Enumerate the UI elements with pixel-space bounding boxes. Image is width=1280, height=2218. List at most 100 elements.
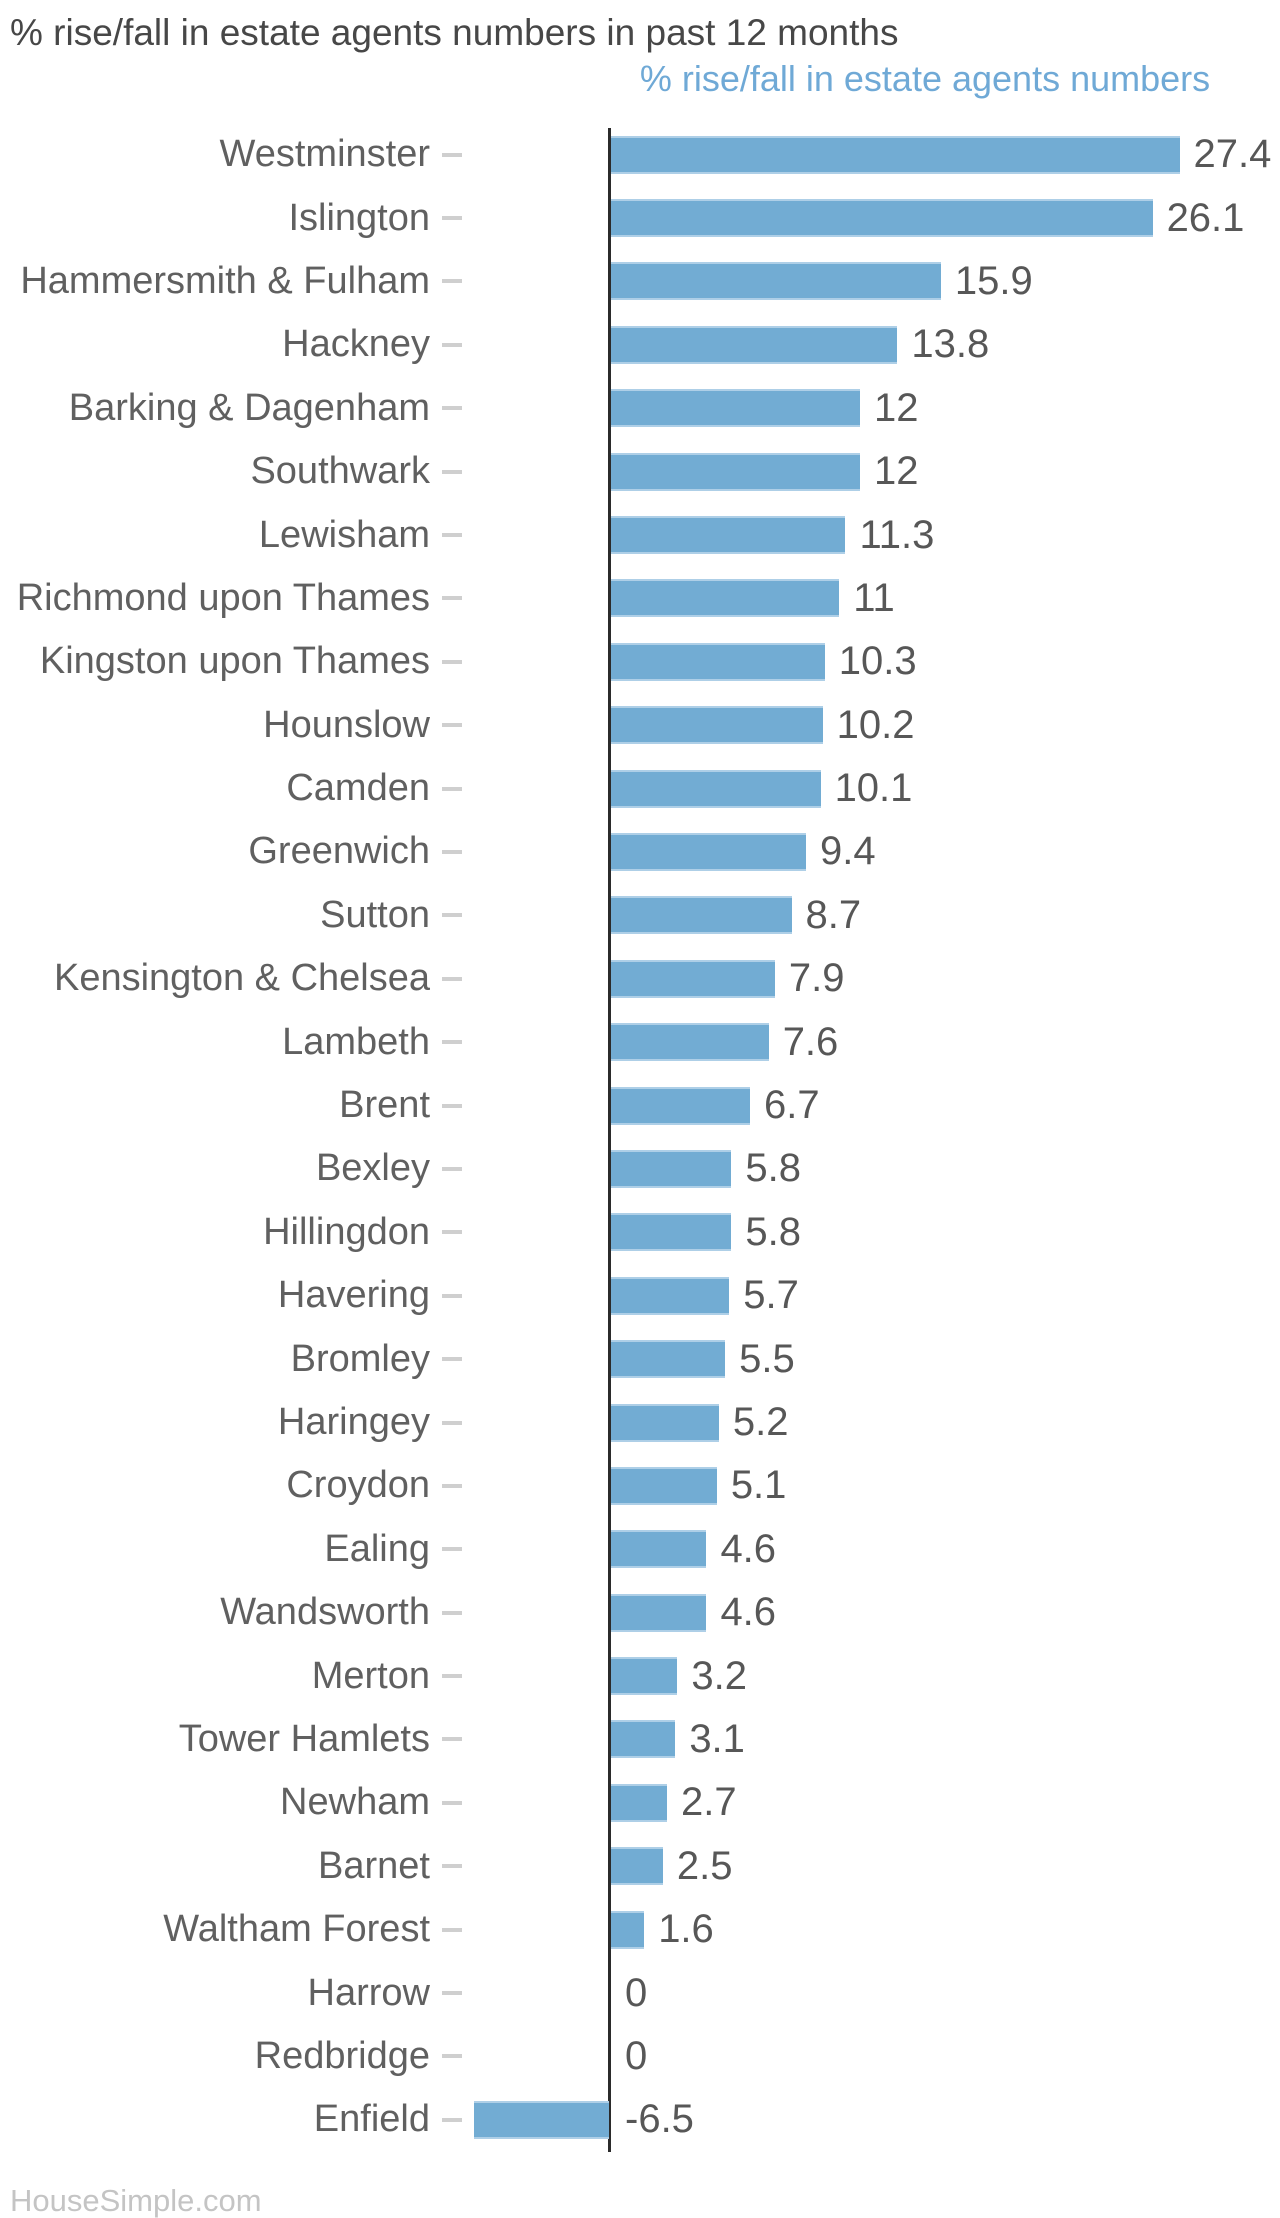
value-bar <box>611 706 823 745</box>
bar-row: Hounslow 10.2 <box>0 694 1280 757</box>
y-axis-zero-line <box>608 128 611 2152</box>
value-bar <box>611 896 792 935</box>
value-bar <box>611 325 898 364</box>
bar-row: Sutton 8.7 <box>0 884 1280 947</box>
category-label: Hammersmith & Fulham <box>20 259 430 302</box>
bar-row: Harrow 0 <box>0 1961 1280 2024</box>
bar-row: Barnet 2.5 <box>0 1835 1280 1898</box>
category-label: Tower Hamlets <box>178 1717 430 1760</box>
value-label: 5.5 <box>739 1336 795 1381</box>
bar-row: Enfield -6.5 <box>0 2088 1280 2151</box>
value-label: 6.7 <box>764 1083 820 1128</box>
category-label: Westminster <box>219 133 430 176</box>
category-tick <box>442 1420 462 1425</box>
category-label: Enfield <box>313 2098 430 2141</box>
brand-watermark: HouseSimple.com <box>10 2183 262 2218</box>
value-label: 10.1 <box>834 766 913 811</box>
value-bar <box>611 516 846 555</box>
bar-row: Bexley 5.8 <box>0 1137 1280 1200</box>
value-label: 7.9 <box>788 956 845 1001</box>
value-label: 3.1 <box>689 1716 745 1761</box>
category-tick <box>442 1547 462 1552</box>
bar-row: Bromley 5.5 <box>0 1327 1280 1390</box>
value-label: 27.4 <box>1193 132 1272 177</box>
value-label: 5.2 <box>732 1400 789 1444</box>
value-bar <box>611 1720 676 1759</box>
bar-row: Camden 10.1 <box>0 757 1280 820</box>
value-bar <box>611 1403 719 1442</box>
value-bar <box>611 1530 707 1569</box>
value-label: 5.7 <box>743 1273 799 1318</box>
category-label: Camden <box>286 767 430 810</box>
value-label: 0 <box>625 1970 648 2015</box>
category-tick <box>442 342 462 347</box>
category-label: Bromley <box>290 1337 430 1380</box>
category-tick <box>442 659 462 664</box>
bar-row: Lambeth 7.6 <box>0 1010 1280 1073</box>
value-bar <box>611 1276 730 1315</box>
bar-row: Croydon 5.1 <box>0 1454 1280 1517</box>
bar-row: Southwark 12 <box>0 440 1280 503</box>
category-tick <box>442 596 462 601</box>
bar-row: Islington 26.1 <box>0 186 1280 249</box>
bar-row: Wandsworth 4.6 <box>0 1581 1280 1644</box>
category-label: Sutton <box>320 893 430 936</box>
category-label: Newham <box>280 1781 430 1824</box>
value-bar <box>611 1213 732 1252</box>
value-label: 3.2 <box>691 1653 747 1698</box>
value-bar <box>611 262 941 301</box>
value-bar <box>611 1149 732 1188</box>
value-label: -6.5 <box>625 2097 694 2142</box>
category-label: Greenwich <box>248 830 430 873</box>
category-label: Redbridge <box>254 2034 430 2077</box>
category-tick <box>442 1737 462 1742</box>
value-bar <box>611 832 807 871</box>
value-label: 5.1 <box>730 1463 787 1508</box>
value-label: 1.6 <box>658 1907 714 1952</box>
bar-row: Hackney 13.8 <box>0 313 1280 376</box>
category-label: Hillingdon <box>263 1210 430 1253</box>
value-bar <box>611 452 860 491</box>
value-bar <box>611 1910 645 1949</box>
bar-row: Greenwich 9.4 <box>0 820 1280 883</box>
category-label: Croydon <box>286 1464 430 1507</box>
bar-row: Hammersmith & Fulham 15.9 <box>0 250 1280 313</box>
category-tick <box>442 1483 462 1488</box>
category-label: Hackney <box>282 323 430 366</box>
category-tick <box>442 723 462 728</box>
category-tick <box>442 1674 462 1679</box>
category-tick <box>442 2054 462 2059</box>
category-tick <box>442 2117 462 2122</box>
category-tick <box>442 1357 462 1362</box>
category-label: Kensington & Chelsea <box>53 957 430 1000</box>
value-label: 15.9 <box>954 258 1033 303</box>
bar-row: Barking & Dagenham 12 <box>0 377 1280 440</box>
category-tick <box>442 533 462 538</box>
bar-row: Merton 3.2 <box>0 1644 1280 1707</box>
category-tick <box>442 1610 462 1615</box>
category-label: Ealing <box>324 1527 430 1570</box>
category-label: Waltham Forest <box>163 1908 430 1951</box>
bar-row: Newham 2.7 <box>0 1771 1280 1834</box>
category-tick <box>442 279 462 284</box>
value-bar <box>611 1340 726 1379</box>
category-tick <box>442 849 462 854</box>
category-tick <box>442 913 462 918</box>
category-label: Islington <box>288 196 430 239</box>
bar-row: Havering 5.7 <box>0 1264 1280 1327</box>
bar-row: Tower Hamlets 3.1 <box>0 1708 1280 1771</box>
category-label: Harrow <box>307 1971 430 2014</box>
category-label: Barnet <box>318 1844 430 1887</box>
bar-row: Kingston upon Thames 10.3 <box>0 630 1280 693</box>
category-label: Havering <box>277 1274 430 1317</box>
category-tick <box>442 216 462 221</box>
category-label: Richmond upon Thames <box>16 576 430 619</box>
value-bar <box>611 1086 751 1125</box>
bar-row: Brent 6.7 <box>0 1074 1280 1137</box>
value-bar <box>611 1023 769 1062</box>
value-bar <box>474 2100 609 2139</box>
value-label: 12 <box>874 385 919 430</box>
value-bar <box>611 769 821 808</box>
